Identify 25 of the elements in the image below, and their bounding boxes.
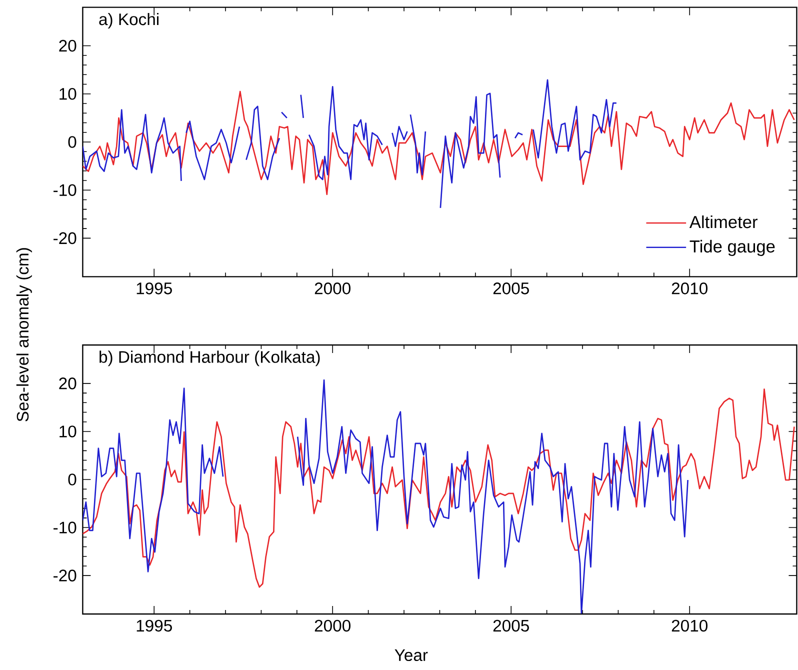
x-tick-label: 1995 xyxy=(136,620,172,632)
y-axis-title: Sea-level anomaly (cm) xyxy=(16,248,32,422)
legend-label: Altimeter xyxy=(689,215,758,228)
x-tick-label: 2000 xyxy=(314,620,350,632)
y-tick-label: -10 xyxy=(54,184,76,196)
y-tick-label: -10 xyxy=(54,522,76,534)
chart-title: a) Kochi xyxy=(99,12,158,28)
legend-label: Tide gauge xyxy=(690,240,775,256)
y-tick-label: 20 xyxy=(59,40,76,52)
y-tick-label: 0 xyxy=(68,474,76,486)
x-tick-label: 2010 xyxy=(672,282,708,294)
x-axis-title: Year xyxy=(394,649,428,662)
x-tick-label: 2005 xyxy=(493,282,529,294)
y-tick-label: -20 xyxy=(54,232,76,244)
x-tick-label: 2010 xyxy=(672,620,708,632)
y-tick-label: -20 xyxy=(54,570,76,582)
chart-title: b) Diamond Harbour (Kolkata) xyxy=(100,350,320,366)
x-tick-label: 1995 xyxy=(136,282,172,294)
y-tick-label: 20 xyxy=(59,378,76,390)
line-series xyxy=(82,388,795,588)
x-tick-label: 2000 xyxy=(314,282,350,294)
y-tick-label: 10 xyxy=(60,426,76,438)
y-tick-label: 0 xyxy=(68,136,76,148)
x-tick-label: 2005 xyxy=(493,620,529,632)
y-tick-label: 10 xyxy=(60,88,76,100)
